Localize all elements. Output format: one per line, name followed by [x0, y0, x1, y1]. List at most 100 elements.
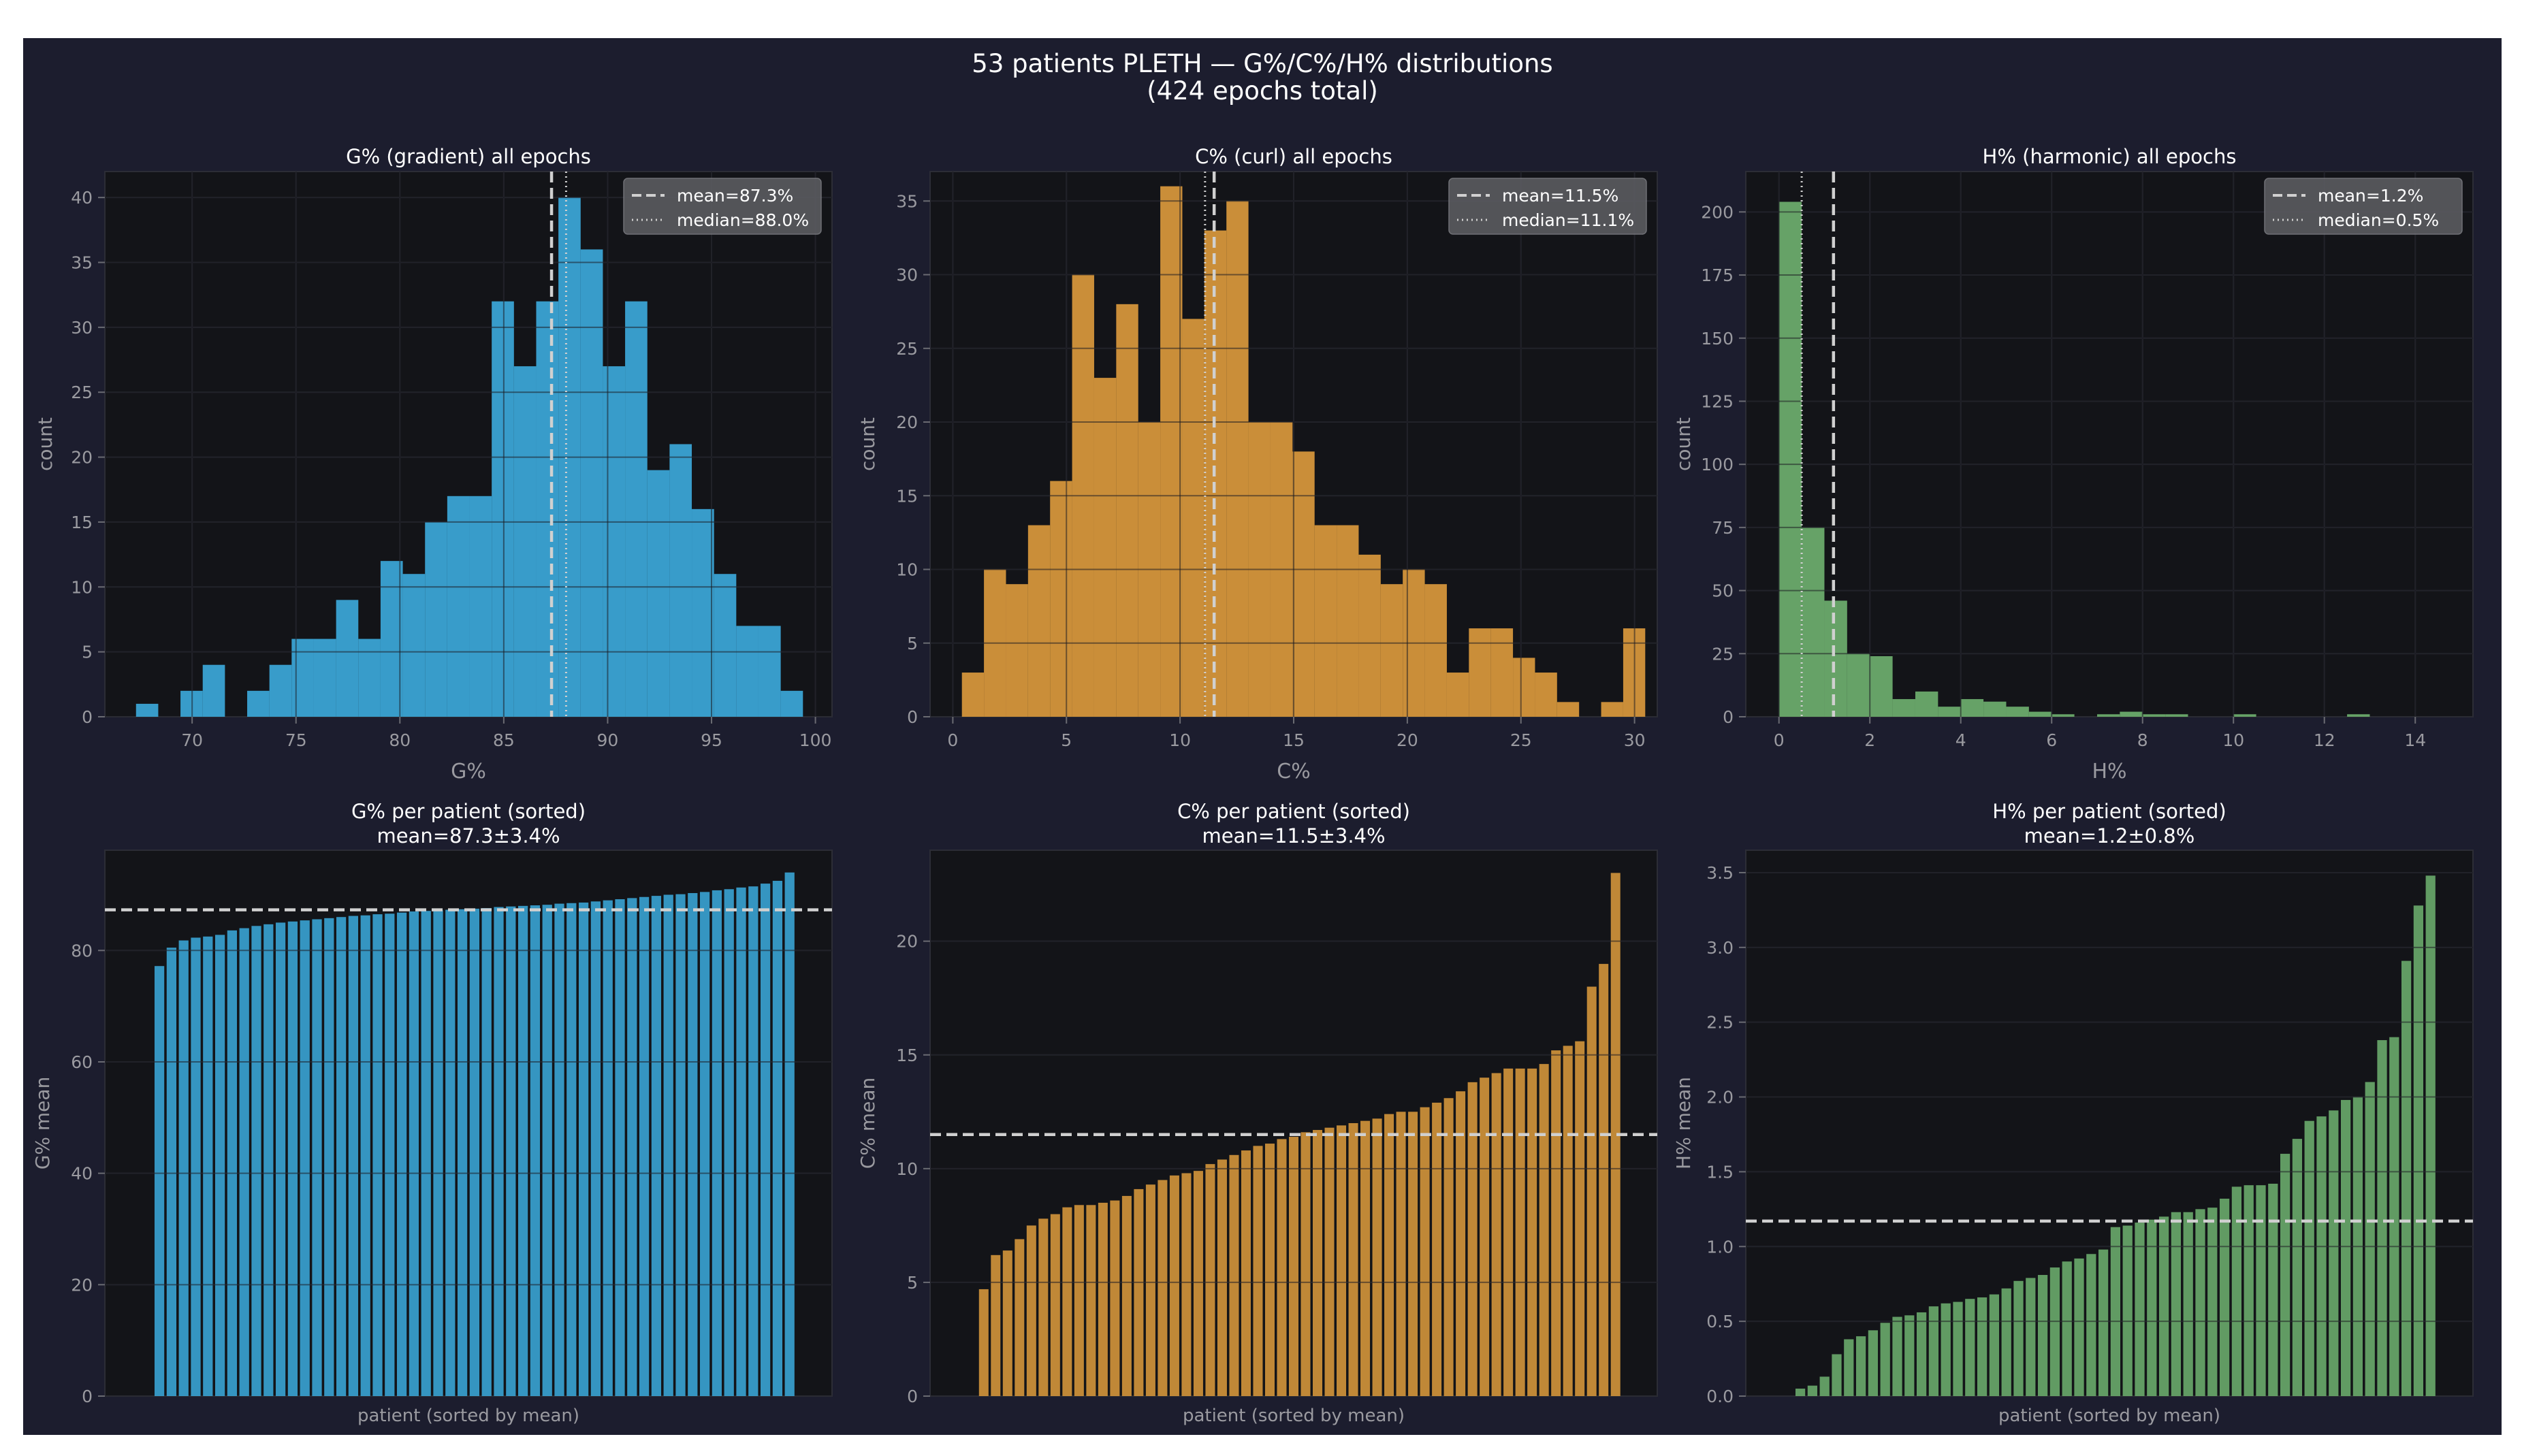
bar-17	[1169, 1175, 1179, 1396]
bar-26	[2098, 1249, 2109, 1396]
bar-38	[603, 900, 613, 1396]
bar-26	[692, 508, 714, 717]
panel-subtitle: mean=87.3±3.4%	[377, 824, 560, 847]
figure-subtitle: (424 epochs total)	[1147, 76, 1378, 106]
bar-39	[2256, 1185, 2266, 1396]
bar-41	[639, 896, 650, 1396]
y-tick-label: 0	[907, 1387, 918, 1406]
y-tick-label: 80	[71, 941, 93, 960]
legend-mean-label: mean=87.3%	[677, 186, 793, 206]
x-tick-label: 100	[799, 730, 832, 750]
bar-37	[2231, 1186, 2242, 1396]
bar-4	[1027, 525, 1051, 717]
bar-52	[2413, 905, 2424, 1396]
bar-52	[772, 881, 783, 1396]
y-tick-label: 20	[71, 1275, 93, 1295]
bar-3	[1824, 600, 1847, 717]
x-tick-label: 4	[1956, 730, 1966, 750]
bar-30	[2147, 1219, 2157, 1396]
bar-34	[1372, 1118, 1382, 1396]
bar-17	[1314, 525, 1337, 717]
bar-18	[1181, 1173, 1192, 1396]
panel-subtitle: mean=1.2±0.8%	[2024, 824, 2195, 847]
bar-50	[2389, 1037, 2399, 1396]
bar-15	[1145, 1184, 1155, 1396]
x-tick-label: 20	[1396, 730, 1418, 750]
bar-6	[247, 690, 270, 717]
y-tick-label: 0	[1723, 707, 1734, 727]
bar-30	[780, 690, 803, 717]
x-tick-label: 14	[2404, 730, 2426, 750]
bar-11	[2006, 707, 2029, 717]
y-tick-label: 25	[1712, 644, 1734, 664]
bar-21	[396, 912, 407, 1396]
bar-17	[492, 301, 514, 717]
panel-title: C% (curl) all epochs	[1195, 145, 1392, 168]
bar-27	[2110, 1227, 2121, 1396]
bar-43	[1480, 1078, 1490, 1396]
y-tick-label: 20	[896, 932, 918, 952]
bar-10	[264, 924, 274, 1396]
bar-47	[1527, 1068, 1537, 1396]
bar-27	[469, 908, 480, 1396]
chart-figure-svg: 53 patients PLETH — G%/C%/H% distributio…	[31, 49, 2474, 1426]
bar-42	[651, 896, 662, 1396]
bar-27	[714, 574, 737, 717]
y-tick-label: 1.5	[1706, 1162, 1734, 1182]
legend: mean=11.5% median=11.1%	[1448, 178, 1647, 235]
bar-24	[1469, 628, 1491, 717]
bar-2	[1802, 527, 1825, 717]
bar-18	[2165, 714, 2188, 717]
bar-16	[469, 496, 492, 717]
bar-25	[2086, 1254, 2096, 1396]
y-tick-label: 2.0	[1706, 1088, 1734, 1107]
bar-40	[1443, 1098, 1454, 1396]
bar-1	[1778, 201, 1802, 717]
x-tick-label: 80	[389, 730, 411, 750]
bar-32	[530, 905, 541, 1396]
bar-20	[1380, 584, 1403, 717]
bar-40	[2268, 1183, 2278, 1396]
bar-34	[2195, 1209, 2205, 1396]
bar-43	[2304, 1120, 2314, 1396]
bar-42	[2292, 1139, 2303, 1396]
y-tick-label: 5	[907, 1273, 918, 1293]
legend-mean-label: mean=1.2%	[2318, 186, 2423, 206]
panel-title: G% per patient (sorted)	[351, 800, 586, 823]
bar-9	[251, 926, 261, 1396]
y-tick-label: 0.5	[1706, 1312, 1734, 1331]
bar-40	[627, 898, 637, 1396]
y-tick-label: 15	[71, 513, 93, 532]
bar-22	[409, 911, 419, 1396]
x-axis-label: G%	[451, 760, 486, 783]
bar-25	[1264, 1144, 1275, 1396]
bar-52	[1586, 986, 1597, 1396]
x-tick-label: 30	[1624, 730, 1646, 750]
bar-2	[991, 1255, 1001, 1396]
legend-median-label: median=0.5%	[2318, 210, 2439, 230]
bar-28	[481, 908, 492, 1396]
bar-28	[736, 626, 759, 717]
bar-26	[1277, 1139, 1287, 1396]
legend: mean=1.2% median=0.5%	[2264, 178, 2463, 235]
bar-5	[1844, 1339, 1854, 1396]
bar-37	[590, 901, 601, 1396]
bar-12	[1110, 1200, 1120, 1396]
bar-37	[1408, 1112, 1418, 1396]
bar-14	[1953, 1301, 1963, 1396]
bar-3	[1819, 1376, 1830, 1396]
y-tick-label: 25	[71, 383, 93, 402]
bar-6	[1038, 1218, 1049, 1396]
bar-21	[2233, 714, 2256, 717]
bar-53	[784, 872, 795, 1396]
bar-45	[2329, 1110, 2339, 1396]
bar-54	[1610, 873, 1621, 1396]
bar-34	[554, 903, 564, 1396]
bar-28	[1557, 702, 1580, 717]
x-tick-label: 10	[2222, 730, 2244, 750]
bar-9	[1074, 1205, 1084, 1396]
x-axis-label: patient (sorted by mean)	[1998, 1406, 2220, 1426]
bar-2	[166, 948, 177, 1396]
y-axis-label: H% mean	[1672, 1077, 1695, 1169]
bar-23	[1446, 673, 1469, 717]
